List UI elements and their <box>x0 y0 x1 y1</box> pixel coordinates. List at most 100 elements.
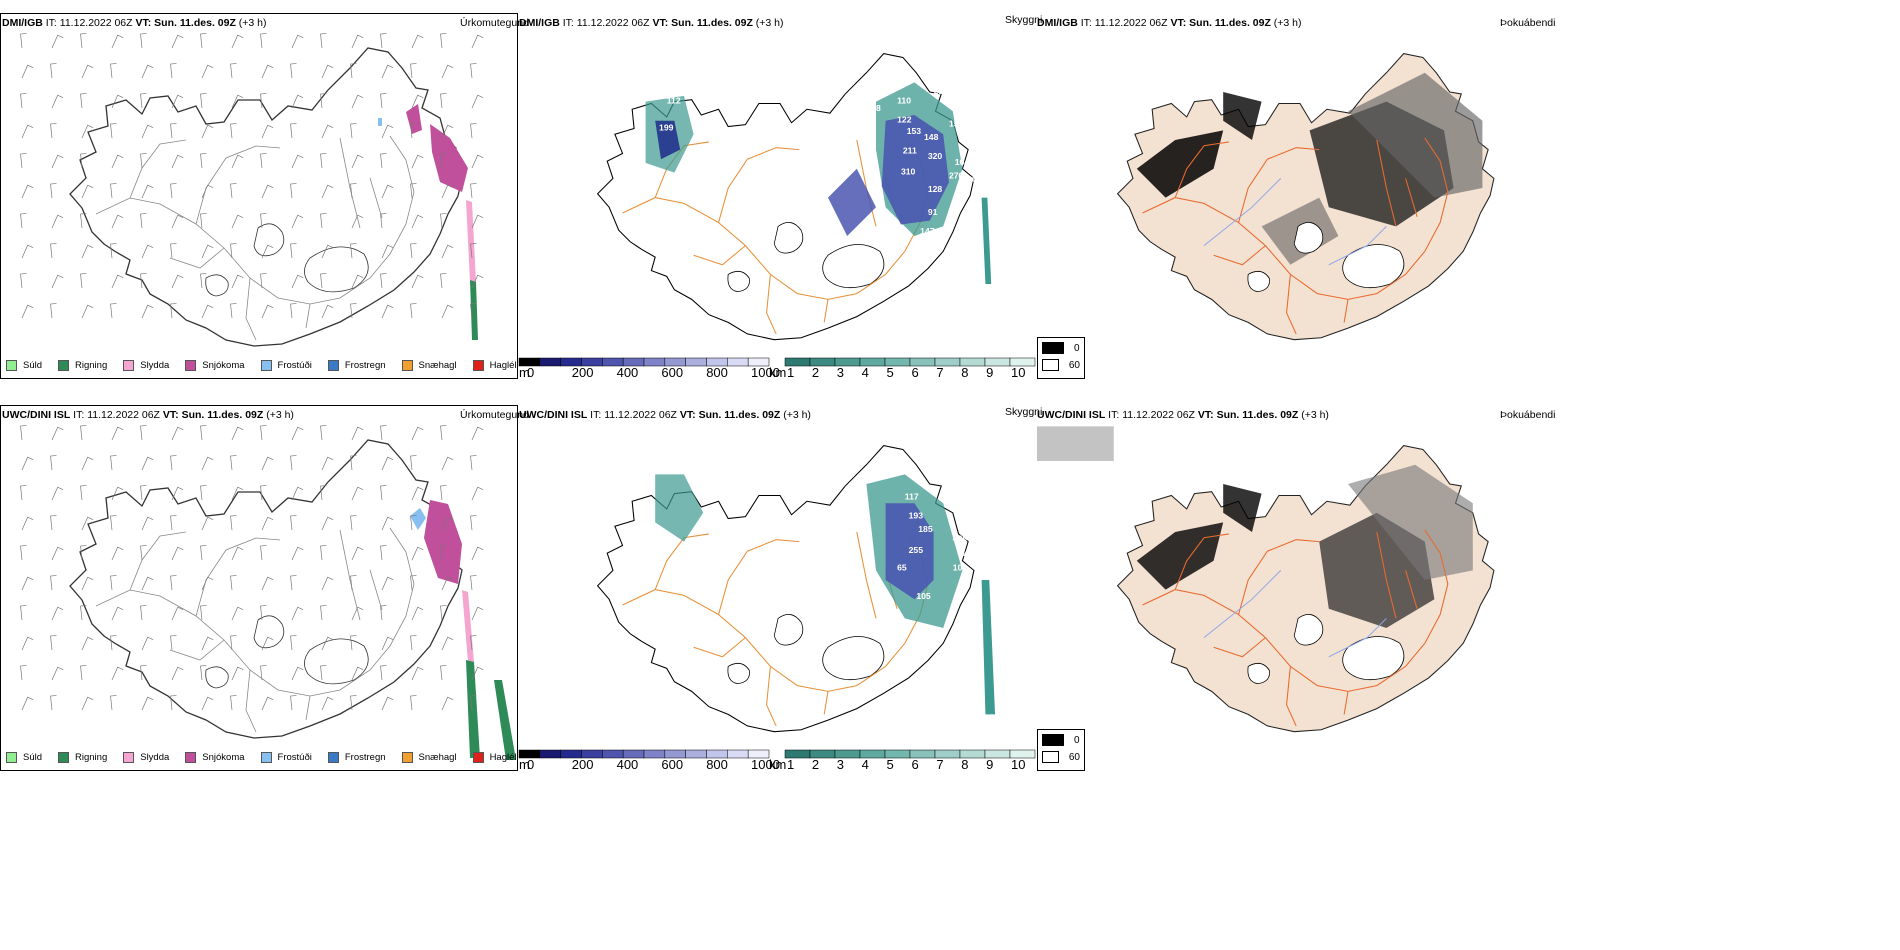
legend-item-5: Frostregn <box>327 360 386 371</box>
wind-barb <box>351 34 364 49</box>
wind-barb <box>440 153 447 169</box>
wind-barb <box>80 605 87 621</box>
wind-barb <box>411 606 424 621</box>
scale-tick-label: 0 <box>527 757 535 772</box>
wind-barb <box>230 695 237 711</box>
wind-barb <box>110 243 117 259</box>
wind-barb <box>411 546 424 561</box>
wind-barb <box>141 636 154 651</box>
wind-barb <box>440 33 447 49</box>
wind-barb <box>381 456 394 471</box>
wind-barb <box>200 33 207 49</box>
wind-barb <box>51 486 64 501</box>
wind-barb <box>261 576 274 591</box>
legend-label: Rigning <box>75 752 108 763</box>
scale-tick-label: 200 <box>571 757 594 772</box>
wind-barb <box>261 184 274 199</box>
map-value-label: 110 <box>897 96 911 106</box>
legend-label: Frostúði <box>277 360 312 371</box>
wind-barb <box>381 304 394 319</box>
wind-barb <box>321 516 334 531</box>
wind-barb <box>81 124 94 139</box>
map-value-label: 101 <box>953 562 968 572</box>
wind-barb <box>200 213 207 229</box>
wind-barb <box>231 154 244 169</box>
legend-swatch <box>472 752 484 763</box>
wind-barb <box>171 94 184 109</box>
wind-barb <box>200 93 207 109</box>
wind-barb <box>380 665 387 681</box>
wind-barb <box>350 183 357 199</box>
wind-barb <box>231 606 244 621</box>
map-value-label: 106 <box>972 537 987 547</box>
wind-barb <box>111 94 124 109</box>
map-value-label: 91 <box>928 207 938 217</box>
map-value-label: 203 <box>694 172 709 182</box>
wind-barb <box>171 154 184 169</box>
wind-barb <box>140 425 147 441</box>
wind-barb <box>140 153 147 169</box>
wind-barb <box>110 635 117 651</box>
scale-tick-label: 3 <box>836 757 844 772</box>
wind-barb <box>140 33 147 49</box>
wind-barb <box>171 274 184 289</box>
wind-barb <box>290 635 297 651</box>
ceiling-scale-unit-top: m <box>519 365 530 380</box>
wind-barb <box>141 184 154 199</box>
legend-swatch <box>123 360 135 371</box>
wind-barb <box>440 485 447 501</box>
wind-barb <box>51 666 64 681</box>
wind-barb <box>201 456 214 471</box>
scale-tick-label: 2 <box>811 757 820 772</box>
wind-barb <box>290 575 297 591</box>
wind-barb <box>351 426 364 441</box>
legend-label: Frostregn <box>344 752 386 763</box>
legend-swatch <box>260 752 272 763</box>
wind-barb <box>140 485 147 501</box>
wind-barb <box>170 303 177 319</box>
wind-barb <box>51 214 64 229</box>
wind-barb <box>21 516 34 531</box>
wind-barb <box>51 426 64 441</box>
wind-barb <box>381 64 394 79</box>
wind-barb <box>201 636 214 651</box>
wind-barb <box>170 575 177 591</box>
wind-barb <box>350 695 357 711</box>
scale-tick-label: 8 <box>961 365 969 380</box>
wind-barb <box>441 636 454 651</box>
wind-barb <box>291 94 304 109</box>
scale-bin <box>685 357 707 367</box>
scale-bin <box>747 357 770 367</box>
wind-barb <box>441 516 454 531</box>
wind-barb <box>140 93 147 109</box>
wind-barb <box>170 635 177 651</box>
wind-barb <box>441 244 454 259</box>
wind-barb <box>20 605 27 621</box>
wind-barb <box>20 93 27 109</box>
wind-barb <box>80 33 87 49</box>
wind-barb <box>110 183 117 199</box>
wind-barb <box>350 123 357 139</box>
wind-barb <box>291 666 304 681</box>
wind-barb <box>320 213 327 229</box>
legend-label: Slydda <box>140 360 170 371</box>
legend-swatch <box>6 360 17 371</box>
wind-barb <box>380 605 387 621</box>
wind-barb <box>380 485 387 501</box>
scale-tick-label: 9 <box>986 365 994 380</box>
wind-barb <box>20 273 27 289</box>
legend-item-4: Frostúði <box>260 360 312 371</box>
wind-barb <box>290 63 297 79</box>
wind-barb <box>320 425 327 441</box>
wind-barb <box>201 124 214 139</box>
wind-barb <box>380 153 387 169</box>
wind-barb <box>110 303 117 319</box>
fog-key-bottom: 0 60 <box>1037 729 1085 771</box>
wind-barb <box>201 244 214 259</box>
wind-barb <box>230 575 237 591</box>
precip-legend-top: Súld Rigning Slydda Snjókoma Frostúði Frostre… <box>6 360 533 371</box>
wind-barb <box>440 213 447 229</box>
map-value-label: 148 <box>924 132 939 142</box>
wind-barb <box>110 695 117 711</box>
scale-tick-label: 2 <box>811 365 820 380</box>
